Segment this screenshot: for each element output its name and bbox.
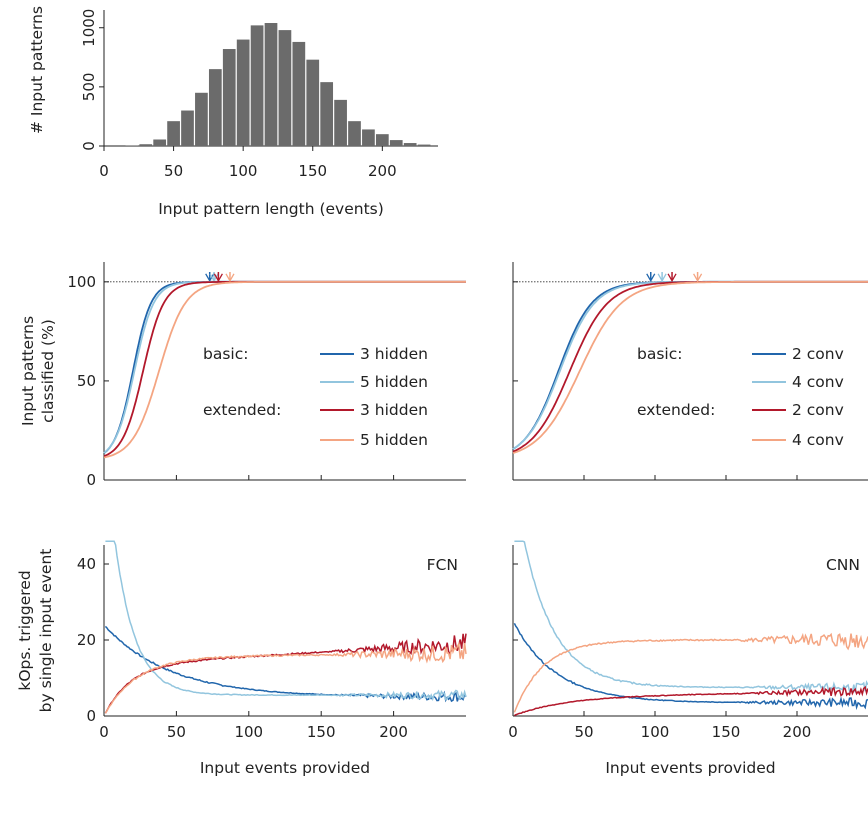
histogram-bar — [306, 59, 320, 146]
y-tick-label: 20 — [77, 631, 96, 649]
series-line — [104, 641, 467, 714]
histogram-bar — [278, 30, 292, 146]
histogram-bar — [403, 143, 417, 146]
histogram-bar — [264, 23, 278, 146]
histogram-bar — [362, 129, 375, 146]
series-line — [103, 280, 466, 459]
legend-entry: 3 hidden — [360, 345, 428, 363]
x-tick-label: 0 — [99, 723, 109, 741]
hist-y-axis-label: # Input patterns — [28, 6, 46, 134]
histogram-bar — [250, 25, 264, 146]
x-tick-label: 50 — [167, 723, 186, 741]
legend-group-extended: extended: — [203, 401, 281, 419]
series-line — [512, 280, 868, 455]
legend-entry: 3 hidden — [360, 401, 428, 419]
histogram-bar — [348, 121, 361, 146]
ops-y-axis-label-line1: kOps. triggered — [16, 570, 34, 690]
x-tick-label: 50 — [164, 162, 183, 180]
series-line — [513, 622, 868, 711]
histogram-bar — [389, 140, 403, 146]
histogram-bar — [181, 110, 194, 146]
y-tick-label: 1000 — [80, 9, 98, 47]
ops-y-axis-label-line2: by single input event — [37, 549, 55, 713]
y-tick-label: 100 — [67, 273, 96, 291]
ops-x-axis-label: Input events provided — [200, 759, 370, 777]
saturation-arrow-head — [646, 273, 656, 283]
x-tick-label: 100 — [229, 162, 258, 180]
hist-x-axis-label: Input pattern length (events) — [158, 200, 384, 218]
histogram-bar — [222, 49, 236, 146]
x-tick-label: 150 — [298, 162, 327, 180]
panel-tag: CNN — [826, 556, 860, 574]
histogram-bar — [236, 39, 250, 146]
histogram-bar — [195, 92, 208, 146]
saturation-arrow-head — [693, 273, 703, 283]
saturation-arrow-head — [213, 273, 223, 283]
y-tick-label: 500 — [80, 73, 98, 102]
y-tick-label: 40 — [77, 555, 96, 573]
legend-entry: 2 conv — [792, 401, 844, 419]
saturation-arrow-head — [205, 273, 215, 283]
legend-entry: 5 hidden — [360, 373, 428, 391]
series-line — [512, 280, 868, 450]
y-tick-label: 50 — [77, 372, 96, 390]
panel-tag: FCN — [427, 556, 458, 574]
saturation-arrow-head — [667, 273, 677, 283]
legend-group-basic: basic: — [203, 345, 248, 363]
x-tick-label: 200 — [783, 723, 812, 741]
histogram-bar — [320, 82, 334, 146]
legend-entry: 5 hidden — [360, 431, 428, 449]
legend-group-basic: basic: — [637, 345, 682, 363]
series-line — [513, 685, 868, 717]
y-tick-label: 0 — [86, 707, 96, 725]
x-tick-label: 100 — [234, 723, 263, 741]
x-tick-label: 200 — [368, 162, 397, 180]
histogram-bar — [375, 134, 389, 146]
ops-y-axis-label: kOps. triggered by single input event — [16, 549, 55, 713]
x-tick-label: 150 — [712, 723, 741, 741]
series-line — [103, 280, 466, 454]
saturation-arrow-head — [225, 273, 235, 283]
series-line — [514, 540, 868, 694]
x-tick-label: 50 — [574, 723, 593, 741]
series-line — [104, 633, 467, 714]
legend-entry: 4 conv — [792, 373, 844, 391]
x-tick-label: 100 — [641, 723, 670, 741]
series-line — [105, 540, 467, 702]
histogram-bar — [125, 145, 139, 146]
histogram-bar — [167, 121, 180, 146]
saturation-arrow-head — [209, 273, 219, 283]
legend-entry: 2 conv — [792, 345, 844, 363]
histogram-bar — [417, 144, 431, 146]
class-y-axis-label-line2: classified (%) — [39, 319, 57, 423]
series-line — [512, 280, 868, 450]
histogram-bar — [208, 69, 222, 146]
histogram-bar — [153, 139, 167, 146]
histogram-bar — [334, 99, 347, 146]
x-tick-label: 200 — [379, 723, 408, 741]
saturation-arrow-head — [657, 273, 667, 283]
series-line — [512, 280, 868, 453]
series-line — [103, 280, 466, 454]
legend-entry: 4 conv — [792, 431, 844, 449]
class-y-axis-label-line1: Input patterns — [19, 316, 37, 426]
x-tick-label: 0 — [99, 162, 109, 180]
histogram-bar — [292, 41, 306, 146]
y-tick-label: 0 — [80, 141, 98, 151]
y-tick-label: 0 — [86, 471, 96, 489]
class-y-axis-label: Input patterns classified (%) — [19, 316, 57, 426]
x-tick-label: 0 — [508, 723, 518, 741]
x-tick-label: 150 — [307, 723, 336, 741]
legend-group-extended: extended: — [637, 401, 715, 419]
series-line — [104, 625, 467, 703]
ops-x-axis-label: Input events provided — [605, 759, 775, 777]
series-line — [513, 632, 868, 713]
histogram-bar — [139, 144, 153, 146]
